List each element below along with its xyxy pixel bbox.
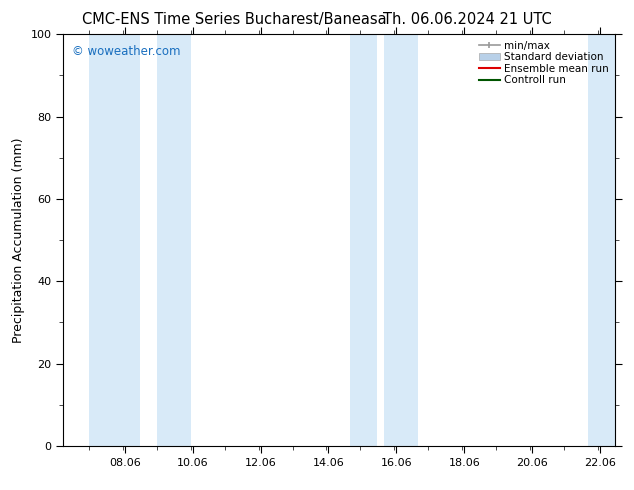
Text: © woweather.com: © woweather.com: [72, 45, 180, 58]
Y-axis label: Precipitation Accumulation (mm): Precipitation Accumulation (mm): [12, 137, 25, 343]
Text: Th. 06.06.2024 21 UTC: Th. 06.06.2024 21 UTC: [383, 12, 552, 27]
Bar: [157, 34, 191, 446]
Bar: [350, 34, 377, 446]
Text: CMC-ENS Time Series Bucharest/Baneasa: CMC-ENS Time Series Bucharest/Baneasa: [82, 12, 387, 27]
Bar: [588, 34, 615, 446]
Legend: min/max, Standard deviation, Ensemble mean run, Controll run: min/max, Standard deviation, Ensemble me…: [476, 37, 612, 88]
Bar: [89, 34, 139, 446]
Bar: [384, 34, 418, 446]
